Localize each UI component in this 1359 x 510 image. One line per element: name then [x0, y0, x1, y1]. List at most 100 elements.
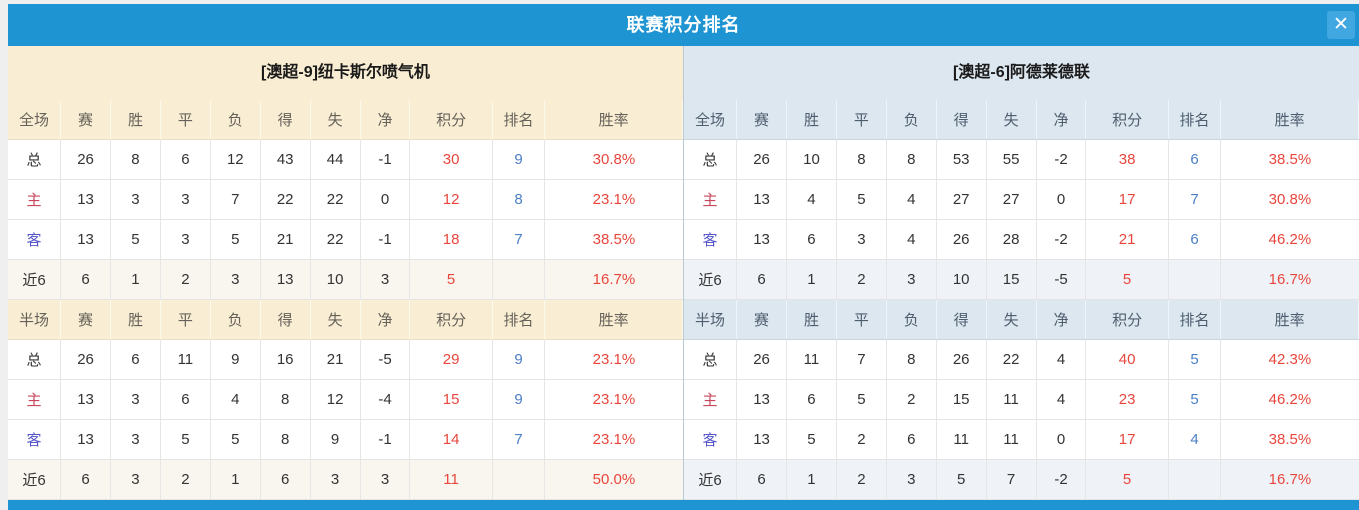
stat-cell: 6: [160, 379, 211, 420]
stat-cell: 5: [1085, 459, 1169, 500]
stat-cell: 5: [936, 459, 987, 500]
stat-cell: 11: [986, 379, 1037, 420]
stat-cell: 30.8%: [1220, 179, 1359, 220]
stat-cell: 40: [1085, 339, 1169, 380]
stat-cell: 4: [886, 179, 937, 220]
team-name-left: [澳超-9]纽卡斯尔喷气机: [8, 46, 683, 100]
row-label: 客: [684, 219, 738, 260]
stat-cell: 38: [1085, 139, 1169, 180]
stat-cell: 4: [210, 379, 261, 420]
section-header-row: 全场赛胜平负得失净积分 排名 胜率: [8, 100, 683, 140]
stat-cell: 46.2%: [1220, 379, 1359, 420]
table-row: 主 13 6 5 2 15 11 4 23 5 46.2%: [684, 379, 1359, 420]
stat-cell: 23.1%: [544, 379, 683, 420]
stat-cell: 13: [736, 179, 788, 220]
row-label: 总: [8, 339, 62, 380]
stat-cell: 15: [936, 379, 987, 420]
section-label: 半场: [8, 299, 62, 340]
stat-cell: 21: [310, 339, 361, 380]
stat-cell: 3: [210, 259, 261, 300]
stat-cell: 1: [210, 459, 261, 500]
stat-cell: 6: [786, 379, 837, 420]
column-header: 平: [160, 299, 211, 340]
stat-cell: 3: [360, 459, 411, 500]
stat-cell: 8: [886, 339, 937, 380]
stat-cell: 13: [736, 219, 788, 260]
stat-cell: 22: [986, 339, 1037, 380]
stat-cell: -1: [360, 419, 411, 460]
stat-cell: 6: [886, 419, 937, 460]
stat-cell: 7: [986, 459, 1037, 500]
stat-cell: 1: [786, 259, 837, 300]
column-header: 平: [836, 100, 887, 140]
stat-cell: 1: [786, 459, 837, 500]
stat-cell: 7: [210, 179, 261, 220]
stat-cell: -4: [360, 379, 411, 420]
stat-cell: 11: [986, 419, 1037, 460]
column-header: 平: [160, 100, 211, 140]
stat-cell: 26: [60, 139, 112, 180]
team-name-right: [澳超-6]阿德莱德联: [684, 46, 1359, 100]
section-label: 全场: [684, 100, 738, 140]
table-row: 总 26 11 7 8 26 22 4 40 5 42.3%: [684, 339, 1359, 380]
stat-cell: 7: [492, 219, 546, 260]
column-header: 胜: [786, 299, 837, 340]
row-label: 主: [8, 379, 62, 420]
stat-cell: 5: [1168, 339, 1222, 380]
dialog-titlebar: 联赛积分排名 ✕: [8, 4, 1359, 46]
stat-cell: 30.8%: [544, 139, 683, 180]
close-button[interactable]: ✕: [1327, 11, 1355, 39]
stat-cell: 15: [409, 379, 493, 420]
stat-cell: 4: [1036, 379, 1087, 420]
stat-cell: 2: [836, 259, 887, 300]
stat-cell: 6: [1168, 139, 1222, 180]
stat-cell: 50.0%: [544, 459, 683, 500]
stat-cell: 5: [110, 219, 161, 260]
column-header: 胜: [110, 100, 161, 140]
stat-cell: 23.1%: [544, 179, 683, 220]
stat-cell: 2: [836, 419, 887, 460]
stat-cell: 9: [210, 339, 261, 380]
stat-cell: 6: [736, 459, 788, 500]
column-header: 赛: [736, 100, 788, 140]
stat-cell: 26: [736, 339, 788, 380]
stat-cell: 5: [786, 419, 837, 460]
stat-cell: 2: [160, 259, 211, 300]
stat-cell: 38.5%: [1220, 139, 1359, 180]
row-label: 主: [684, 179, 738, 220]
stat-cell: 17: [1085, 179, 1169, 220]
stat-cell: 5: [210, 219, 261, 260]
table-row: 客 13 3 5 5 8 9 -1 14 7 23.1%: [8, 419, 683, 460]
stat-cell: 13: [60, 179, 112, 220]
stat-cell: 12: [210, 139, 261, 180]
column-header: 胜率: [1220, 299, 1359, 340]
team-panels: [澳超-9]纽卡斯尔喷气机 全场赛胜平负得失净积分 排名 胜率总 26 8 6 12 43 44…: [8, 46, 1359, 500]
stat-cell: 21: [260, 219, 311, 260]
stat-cell: 13: [60, 219, 112, 260]
column-header: 得: [936, 299, 987, 340]
table-row: 近6 6 3 2 1 6 3 3 11 50.0%: [8, 459, 683, 500]
stat-cell: -5: [1036, 259, 1087, 300]
stat-cell: 16.7%: [1220, 259, 1359, 300]
stat-cell: 26: [60, 339, 112, 380]
stat-cell: 12: [310, 379, 361, 420]
stat-cell: -2: [1036, 139, 1087, 180]
stat-cell: 11: [409, 459, 493, 500]
stat-cell: 8: [260, 419, 311, 460]
stat-cell: 12: [409, 179, 493, 220]
stat-cell: 13: [736, 379, 788, 420]
stat-cell: 9: [310, 419, 361, 460]
stat-cell: 1: [110, 259, 161, 300]
stat-cell: 16: [260, 339, 311, 380]
column-header: 净: [1036, 299, 1087, 340]
stat-cell: 46.2%: [1220, 219, 1359, 260]
stat-cell: 3: [360, 259, 411, 300]
stat-cell: 6: [260, 459, 311, 500]
row-label: 主: [684, 379, 738, 420]
stat-cell: 3: [886, 459, 937, 500]
stat-cell: 42.3%: [1220, 339, 1359, 380]
stat-cell: 3: [886, 259, 937, 300]
stat-cell: 38.5%: [1220, 419, 1359, 460]
stat-cell: -5: [360, 339, 411, 380]
stat-cell: 7: [836, 339, 887, 380]
